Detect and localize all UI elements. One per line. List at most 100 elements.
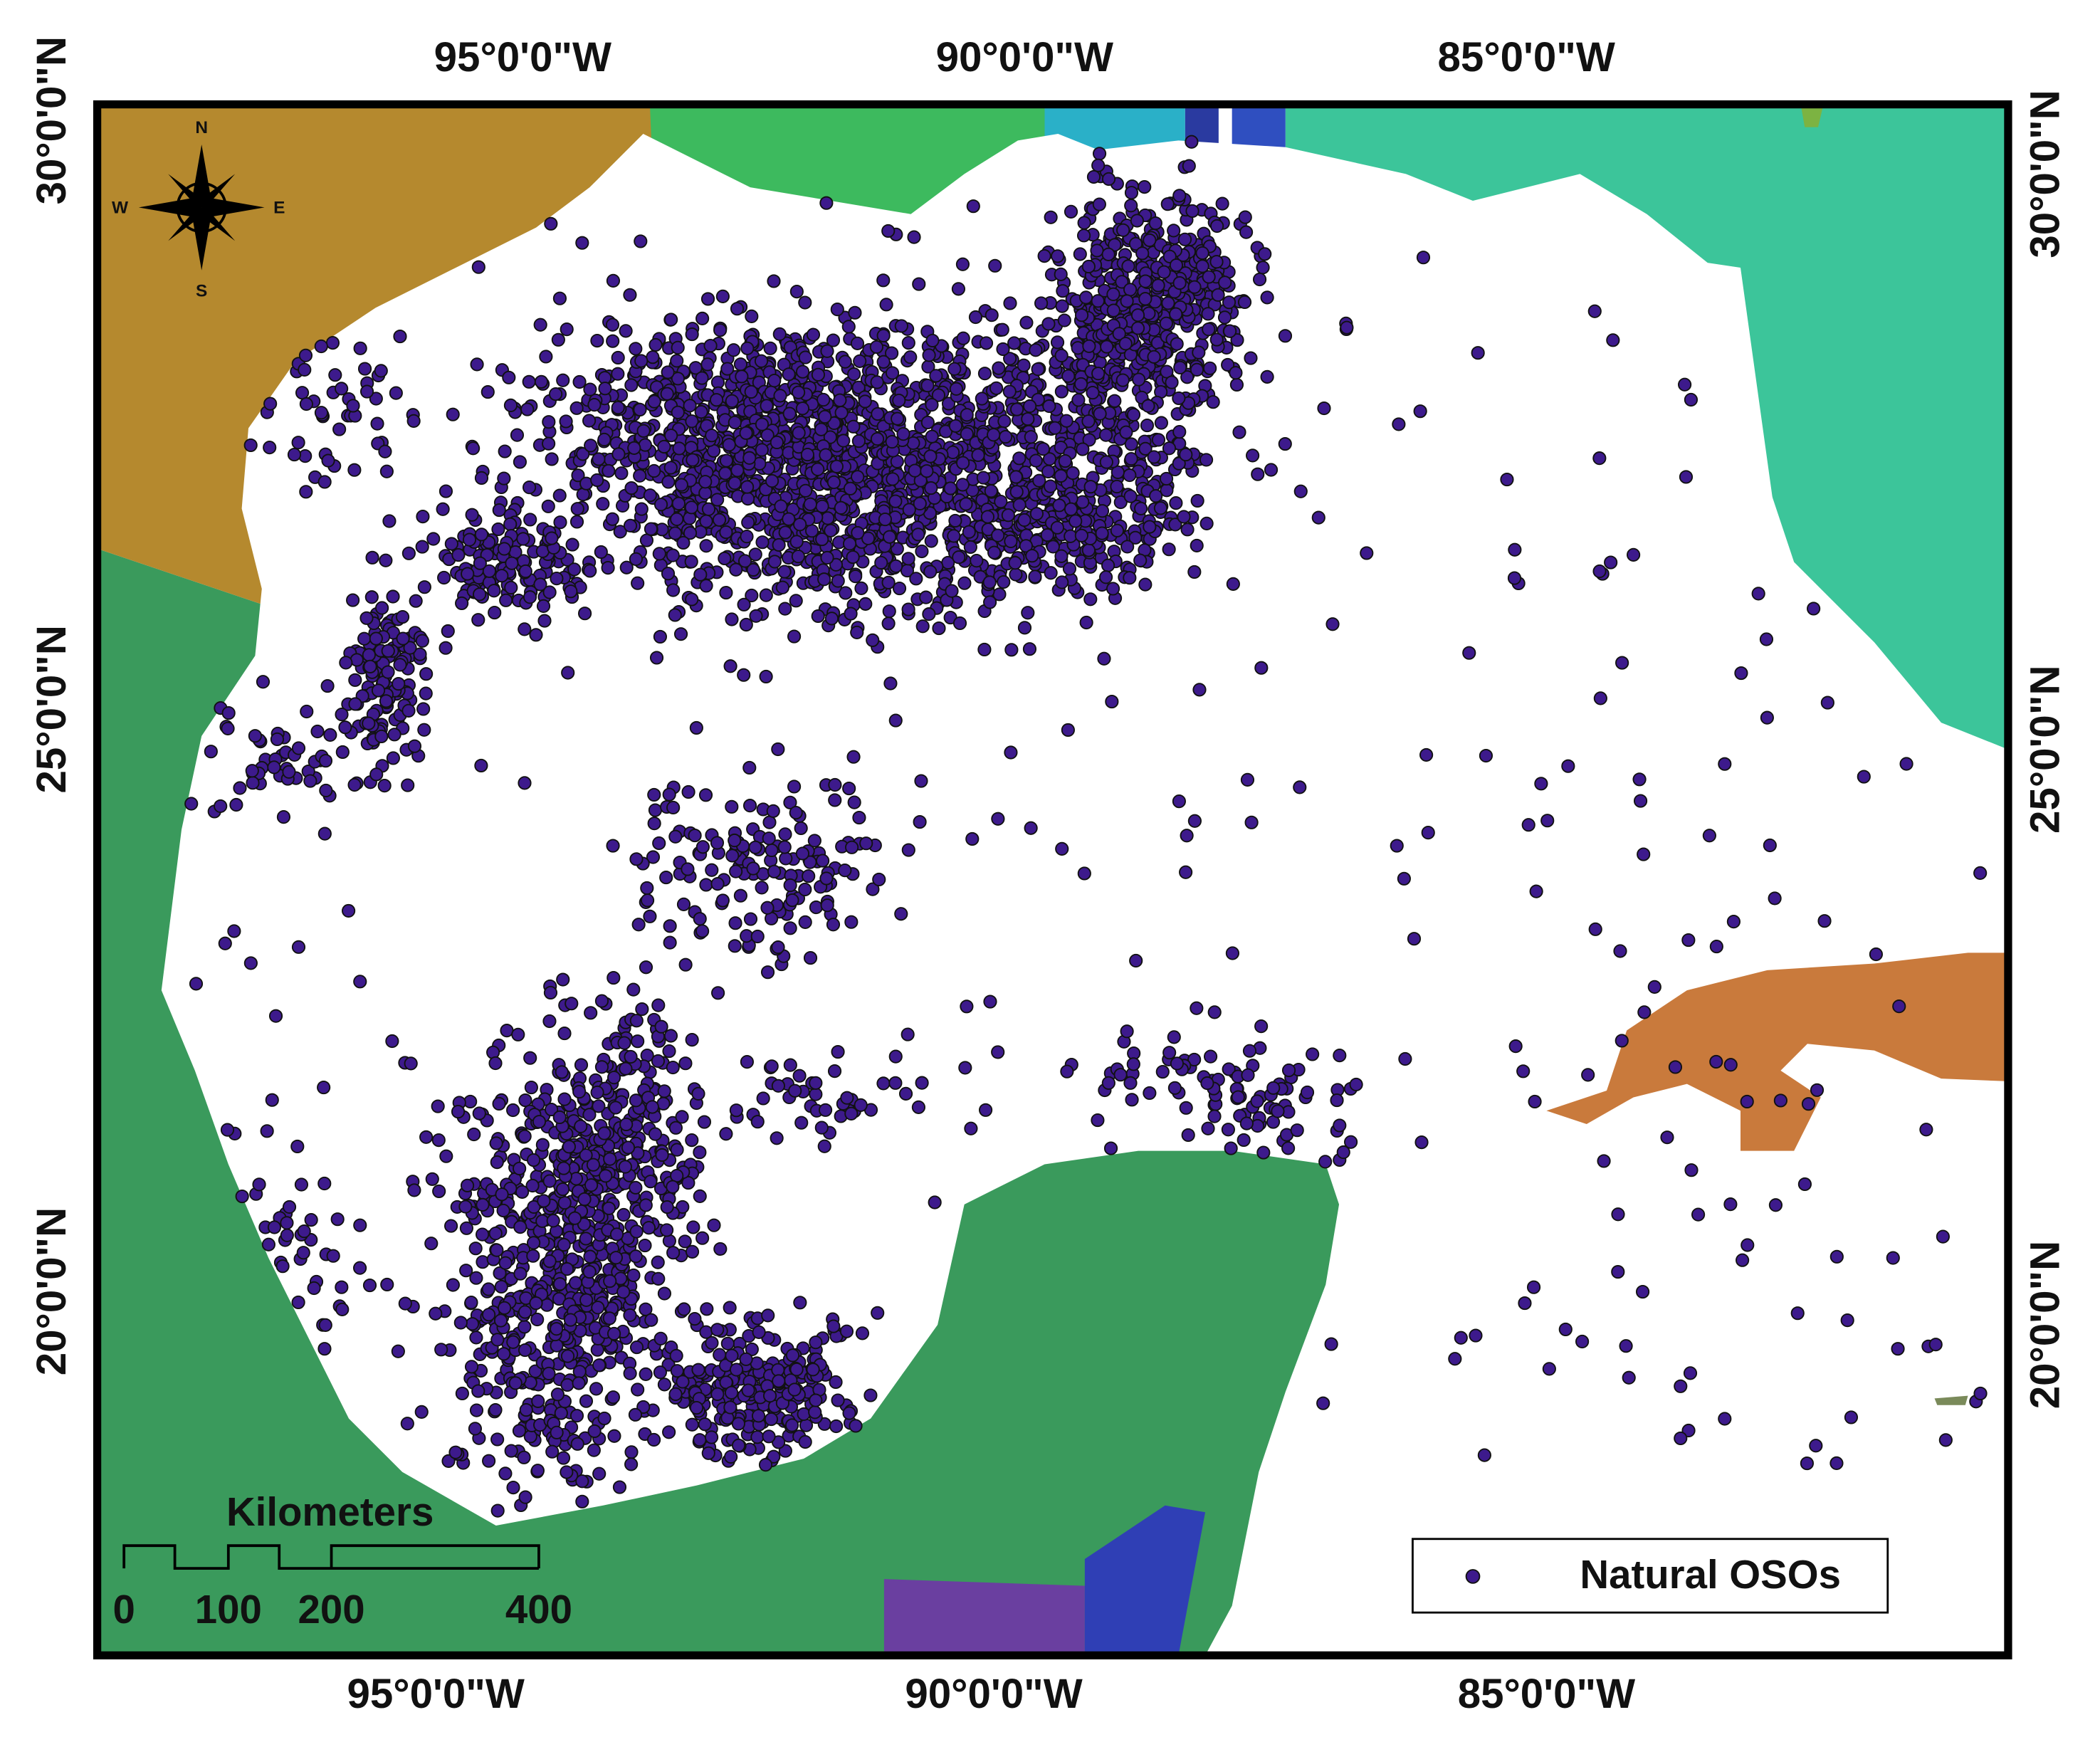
oso-point [701,502,716,516]
oso-point [1300,1085,1315,1100]
oso-point [624,1049,638,1064]
oso-point [357,631,372,646]
oso-point [369,631,383,646]
oso-point [577,1192,592,1207]
oso-point [582,414,597,428]
oso-point [1048,421,1062,435]
graticule-label: 20°0'0"N [2022,1241,2069,1409]
oso-point [221,705,236,720]
oso-point [764,1412,779,1427]
oso-point [723,659,737,673]
oso-point [468,1422,483,1436]
oso-point [676,1200,690,1214]
oso-point [693,912,707,926]
oso-point [811,367,826,382]
oso-point [785,893,799,908]
oso-point [777,565,792,579]
oso-point [845,840,859,854]
oso-point [770,435,784,450]
oso-point [518,1305,532,1319]
oso-point [624,1445,639,1459]
graticule-label: 85°0'0"W [1438,34,1615,80]
oso-point [1130,321,1145,335]
oso-point [876,355,891,369]
oso-point [320,679,335,693]
oso-point [1899,757,1913,771]
oso-point [876,273,891,288]
oso-point [1817,914,1832,928]
oso-point [915,619,930,634]
oso-point [870,431,885,446]
land-florida [1285,104,2008,750]
oso-point [730,302,745,316]
oso-point [401,703,416,718]
oso-point [774,499,788,513]
oso-point [677,1302,691,1316]
oso-point [912,277,926,291]
oso-point [323,728,337,742]
compass-point [192,207,211,271]
oso-point [663,935,677,950]
oso-point [1840,1313,1854,1328]
oso-point [414,1405,429,1419]
oso-point [1111,465,1125,479]
oso-point [982,575,997,589]
oso-point [574,1058,589,1072]
oso-point [778,1444,792,1458]
oso-point [651,1054,665,1069]
oso-point [688,828,702,843]
oso-point [571,468,585,483]
oso-point [879,298,893,312]
oso-point [1143,520,1157,534]
oso-point [623,1308,637,1323]
oso-point [1561,759,1575,773]
oso-point [451,1104,466,1119]
oso-point [698,475,713,489]
oso-point [1116,223,1130,237]
oso-point [859,836,873,851]
oso-point [1500,472,1514,487]
oso-point [1009,402,1024,416]
oso-point [567,562,582,577]
oso-point [295,386,310,400]
oso-point [691,1363,705,1377]
oso-point [1187,1052,1202,1067]
oso-point [332,422,347,436]
oso-point [999,429,1013,444]
oso-point [1064,529,1078,543]
oso-point [318,1318,332,1332]
oso-point [424,1237,439,1251]
oso-point [1043,479,1058,493]
oso-point [530,1464,545,1478]
oso-point [1218,275,1232,290]
oso-point [792,426,806,440]
oso-point [699,1325,713,1339]
oso-point [561,666,575,680]
oso-point [1542,1362,1556,1376]
oso-point [623,1366,637,1380]
oso-point [1928,1338,1943,1352]
oso-point [1120,1024,1134,1039]
oso-point [787,629,802,644]
oso-point [913,814,927,829]
oso-point [562,1140,576,1154]
oso-point [498,444,512,458]
oso-point [1768,891,1782,906]
oso-point [500,1024,514,1038]
oso-point [525,1178,540,1193]
oso-point [270,732,284,746]
oso-point [931,388,945,402]
oso-point [1244,351,1258,365]
oso-point [869,340,883,355]
oso-point [591,1301,605,1315]
oso-point [725,612,739,626]
oso-point [583,1249,597,1264]
oso-point [607,1071,621,1085]
oso-point [533,577,547,592]
oso-point [1508,1039,1523,1054]
oso-point [719,585,733,600]
oso-point [1078,290,1093,305]
oso-point [606,273,621,288]
oso-point [960,408,974,422]
land-cayman [1934,1395,1968,1405]
